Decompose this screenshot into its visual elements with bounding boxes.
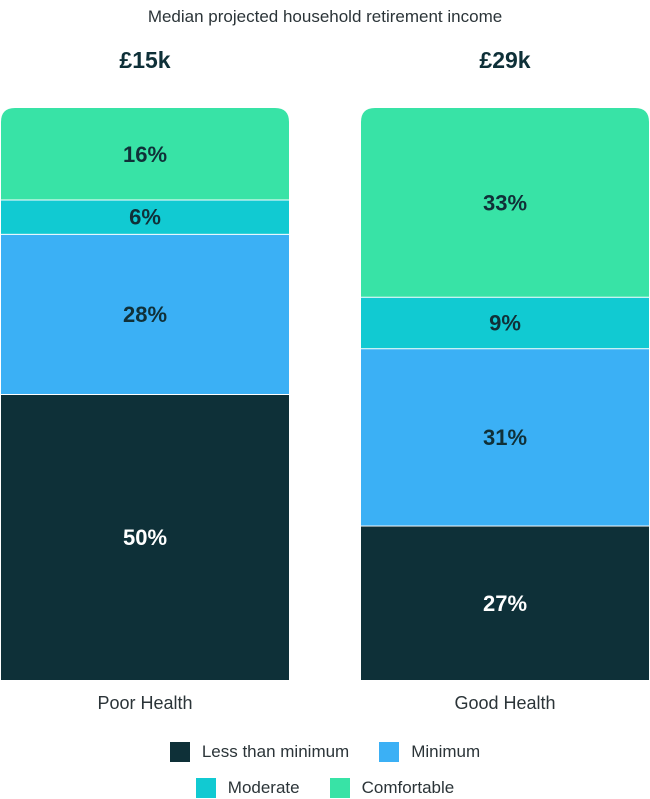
category-total: £29k: [479, 47, 530, 73]
bar-segment-less-than-minimum: [1, 394, 289, 680]
legend-swatch: [169, 742, 190, 762]
data-label: 27%: [483, 591, 527, 616]
legend-swatch: [195, 778, 216, 798]
legend-row: Less than minimum Minimum: [0, 742, 650, 762]
legend-item-moderate: Moderate: [195, 778, 300, 798]
legend-row: Moderate Comfortable: [0, 778, 650, 798]
data-label: 50%: [123, 525, 167, 550]
legend-item-comfortable: Comfortable: [329, 778, 455, 798]
bar-segment-comfortable: [1, 108, 289, 200]
legend-label: Minimum: [411, 742, 481, 761]
legend-label: Comfortable: [361, 778, 455, 797]
legend-label: Moderate: [227, 778, 300, 797]
legend-swatch: [329, 778, 350, 798]
legend-swatch: [379, 742, 400, 762]
bar-segment-minimum: [1, 233, 289, 394]
data-label: 16%: [123, 142, 167, 167]
legend-item-less-than-minimum: Less than minimum: [169, 742, 350, 762]
bar-segment-minimum: [361, 348, 649, 526]
stacked-bar-chart: 50% 28% 6% 16% £15k Poor Health 27% 31% 9% 33% £29…: [1, 47, 649, 713]
bar-segment-moderate: [1, 199, 289, 234]
bar-segment-moderate: [361, 296, 649, 349]
data-label: 33%: [483, 190, 527, 215]
data-label: 31%: [483, 425, 527, 450]
chart-title: Median projected household retirement in…: [147, 7, 503, 26]
data-label: 9%: [489, 311, 521, 336]
data-label: 6%: [129, 205, 161, 230]
x-tick-label: Good Health: [454, 693, 555, 713]
bar-segment-comfortable: [361, 108, 649, 297]
data-label: 28%: [123, 302, 167, 327]
category-total: £15k: [119, 47, 170, 73]
legend-item-minimum: Minimum: [379, 742, 480, 762]
bar-segment-less-than-minimum: [361, 525, 649, 680]
x-tick-label: Poor Health: [97, 693, 192, 713]
legend-label: Less than minimum: [201, 742, 350, 761]
